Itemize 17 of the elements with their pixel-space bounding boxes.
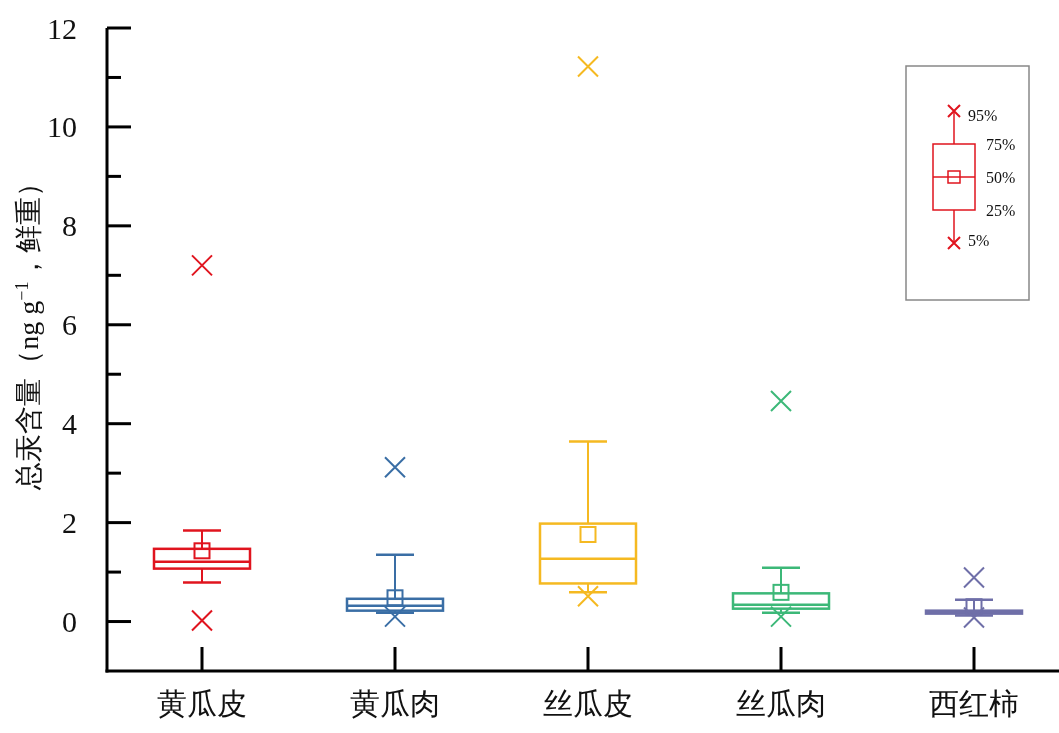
y-tick-label: 2 [62,506,77,540]
x-tick-label: 丝瓜肉 [736,687,826,720]
annotation: 50% [986,168,1016,186]
x-tick-label: 丝瓜皮 [543,687,633,720]
y-tick-label: 12 [47,11,77,45]
x-tick-label: 西红柿 [929,687,1019,720]
annotation: 25% [986,201,1016,219]
x-tick-label: 黄瓜皮 [157,687,247,720]
y-tick-label: 10 [47,110,77,144]
annotation: 75% [986,135,1016,153]
y-tick-label: 8 [62,209,77,243]
annotation: 5% [968,231,990,249]
x-tick-label: 黄瓜肉 [350,687,440,720]
y-tick-label: 6 [62,308,77,342]
annotation: 95% [968,106,998,124]
y-tick-label: 4 [62,407,77,441]
y-tick-label: 0 [62,605,77,639]
